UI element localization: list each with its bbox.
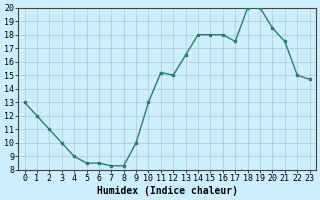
X-axis label: Humidex (Indice chaleur): Humidex (Indice chaleur) (97, 186, 237, 196)
